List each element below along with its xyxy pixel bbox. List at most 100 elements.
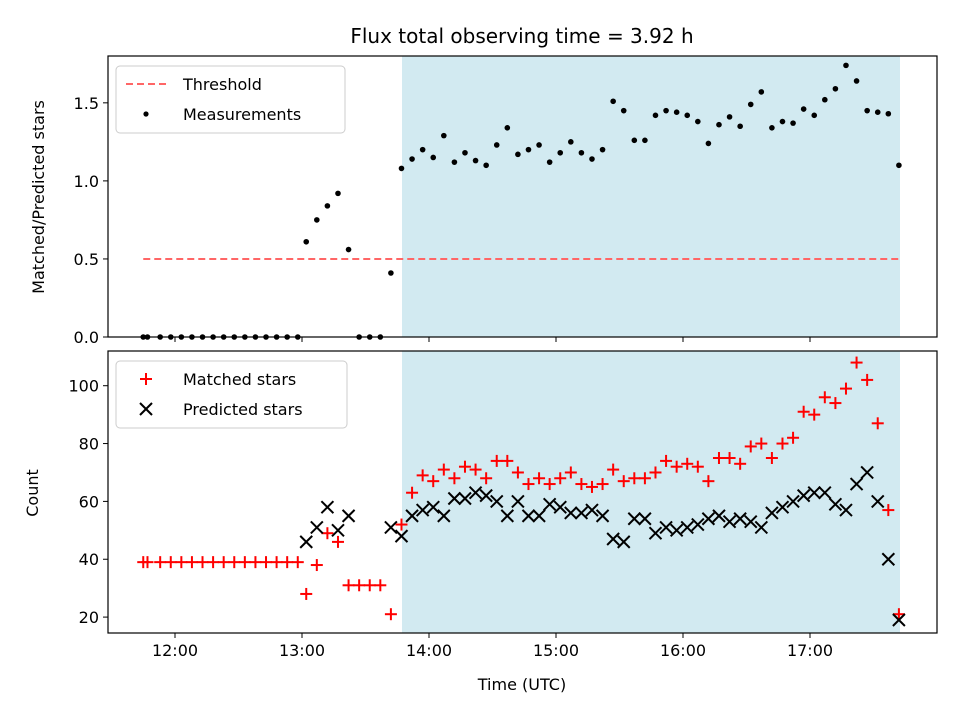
matched-star-point [249, 556, 262, 569]
matched-star-point [164, 556, 177, 569]
y-tick-label: 100 [68, 377, 99, 396]
measurement-point [430, 154, 437, 161]
measurement-point [303, 238, 310, 245]
measurement-point [388, 270, 394, 276]
matched-star-point [617, 475, 630, 488]
measurement-point [896, 162, 902, 169]
predicted-star-point [744, 514, 758, 529]
x-tick-label: 14:00 [406, 641, 452, 660]
predicted-star-point [542, 497, 557, 511]
matched-star-point [175, 556, 188, 569]
matched-star-point [723, 452, 736, 465]
predicted-star-point [405, 509, 419, 523]
measurement-point [642, 137, 648, 144]
matched-star-point [141, 556, 154, 569]
matched-star-point [217, 556, 230, 569]
matched-star-point [342, 579, 355, 592]
x-tick-label: 17:00 [787, 641, 833, 660]
matched-star-point [702, 475, 715, 488]
matched-star-point [628, 472, 641, 485]
measurement-point [314, 217, 320, 223]
predicted-star-point [458, 491, 472, 506]
predicted-star-point [331, 523, 345, 538]
counts-panel-y-axis-title: Count [23, 469, 42, 517]
legend-matched-swatch [140, 373, 152, 385]
matched-star-point [818, 391, 831, 404]
measurement-point [451, 159, 458, 165]
y-tick-label: 80 [79, 435, 99, 454]
matched-star-point [691, 460, 704, 473]
matched-star-point [310, 559, 323, 572]
measurement-point [684, 112, 691, 119]
predicted-star-point [828, 497, 843, 511]
measurement-point [885, 110, 892, 117]
measurement-point [695, 118, 701, 125]
chart-title: Flux total observing time = 3.92 h [350, 24, 693, 48]
predicted-star-point [680, 520, 694, 535]
predicted-star-point [627, 512, 642, 526]
matched-star-point [321, 527, 334, 540]
y-tick-label: 1.5 [74, 94, 99, 113]
matched-star-point [480, 472, 493, 485]
matched-star-point [543, 478, 556, 491]
matched-star-point [331, 535, 344, 548]
predicted-star-point [807, 486, 821, 500]
matched-star-point [260, 556, 273, 569]
measurement-point [515, 151, 521, 158]
measurement-point [462, 149, 468, 156]
matched-star-point [882, 504, 895, 517]
measurement-point [769, 125, 775, 131]
x-tick-label: 16:00 [660, 641, 706, 660]
matched-star-point [533, 472, 546, 485]
counts-panel-y-ticks: 20 40 60 80 100 [68, 377, 108, 627]
predicted-star-point [722, 514, 737, 529]
predicted-star-point [320, 500, 335, 514]
measurement-point [536, 142, 542, 148]
predicted-star-point [574, 506, 589, 520]
measurement-point [726, 114, 733, 120]
counts-panel-frame [107, 350, 938, 634]
matched-star-point [291, 556, 304, 569]
matched-star-point [755, 437, 768, 450]
matched-star-point [787, 431, 800, 444]
measurement-point [525, 146, 532, 153]
measurement-point [864, 107, 870, 114]
predicted-star-point [490, 494, 504, 509]
matched-star-point [207, 556, 220, 569]
matched-star-point [501, 454, 514, 467]
legend-matched-label: Matched stars [183, 370, 296, 389]
matched-star-point [427, 475, 440, 488]
matched-star-point [384, 608, 397, 621]
predicted-star-point [595, 509, 610, 523]
matched-star-point [395, 518, 408, 531]
matched-star-point [437, 463, 450, 476]
measurement-point [419, 146, 426, 153]
matched-star-point [638, 472, 651, 485]
measurement-point [705, 140, 712, 147]
predicted-star-point [500, 509, 515, 523]
measurement-point [324, 203, 331, 209]
y-tick-label: 40 [79, 550, 99, 569]
matched-star-point [363, 579, 376, 592]
predicted-star-point [564, 506, 578, 520]
predicted-star-point [384, 520, 398, 535]
ratio-panel-legend-box [115, 65, 346, 134]
matched-star-point [660, 454, 673, 467]
predicted-star-point [648, 526, 663, 540]
ratio-panel: 0.0 0.5 1.0 1.5 Matched/Predicted stars Thr… [29, 55, 938, 347]
measurement-point [472, 157, 479, 164]
measurement-point [737, 123, 743, 130]
matched-star-point [469, 463, 482, 476]
matched-star-point [185, 556, 198, 569]
matched-star-point [649, 466, 662, 479]
predicted-star-point [415, 503, 430, 517]
measurement-point [335, 190, 341, 197]
predicted-star-point [881, 552, 896, 566]
measurement-point [800, 106, 807, 112]
predicted-star-point [532, 509, 546, 523]
matched-star-point [607, 463, 620, 476]
measurement-point [758, 89, 765, 95]
matched-star-point [734, 457, 747, 470]
measurement-point [843, 62, 849, 69]
measurement-point [652, 112, 659, 119]
